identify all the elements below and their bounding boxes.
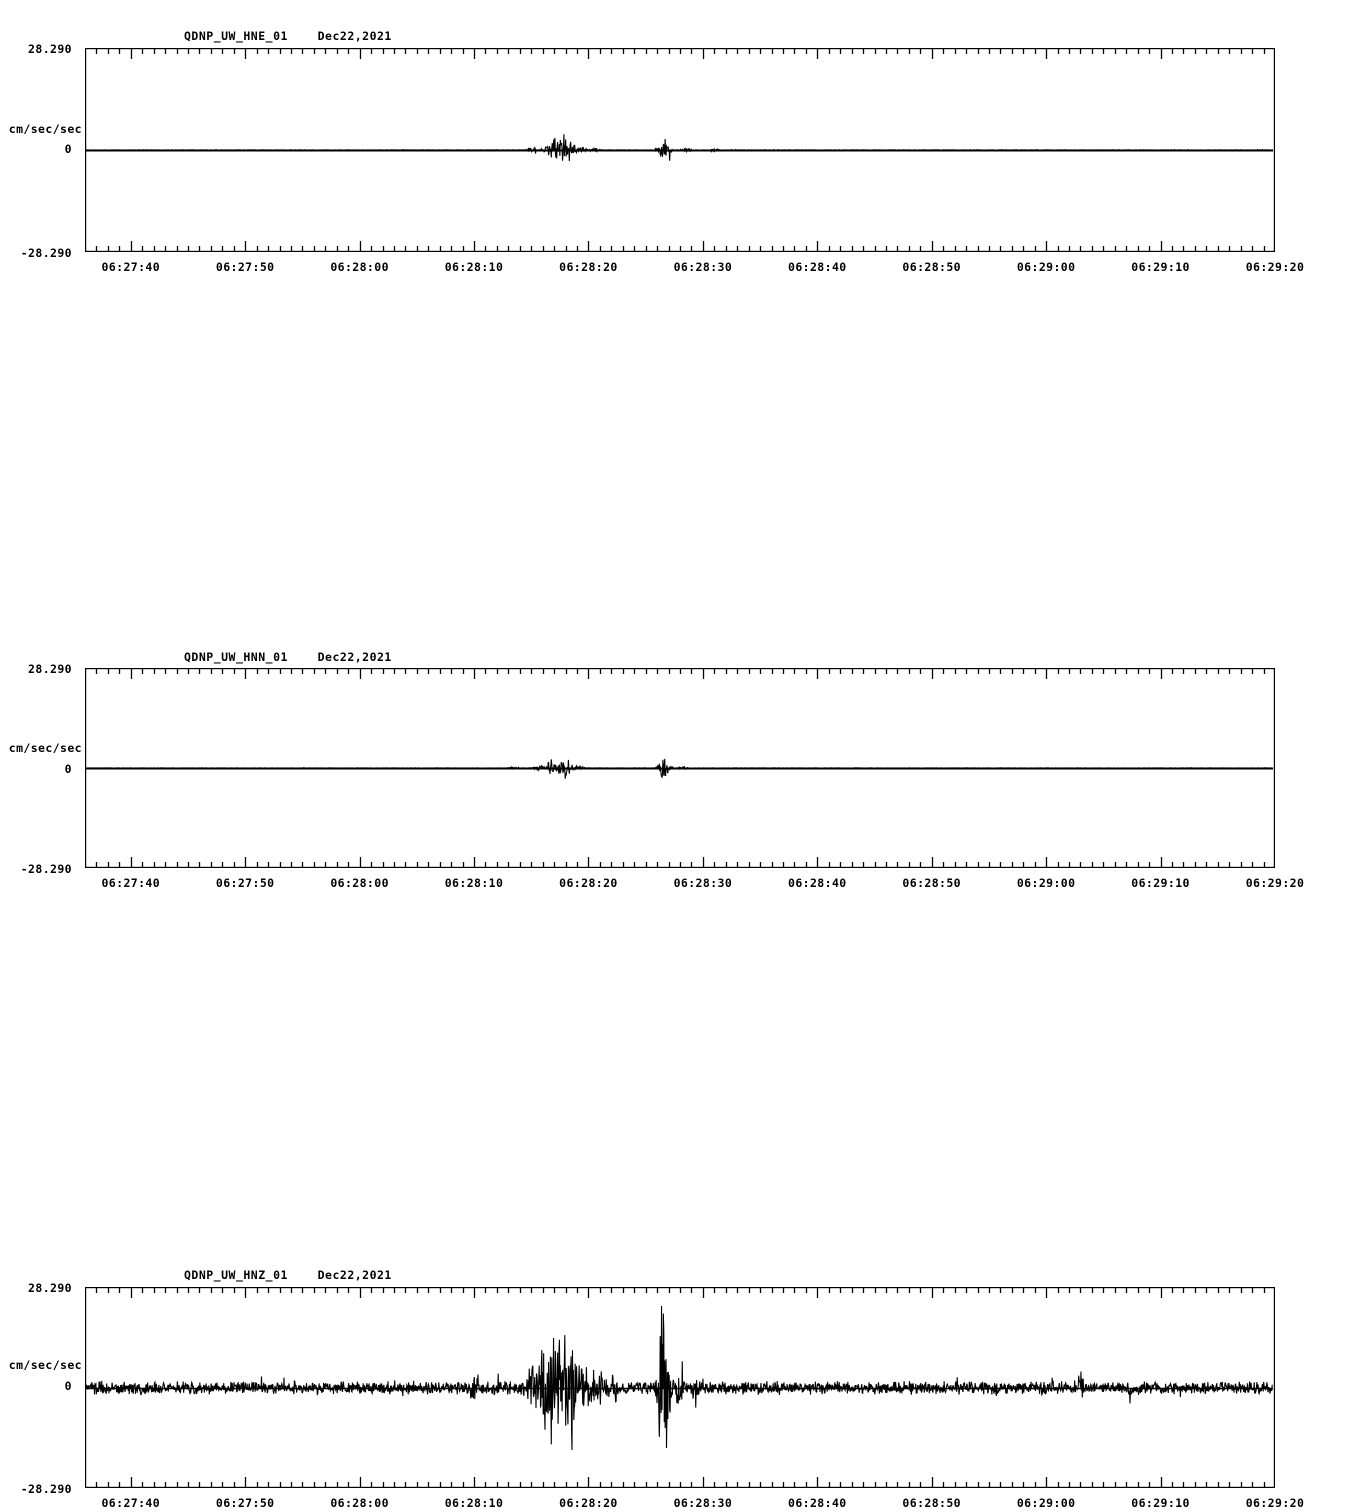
x-axis-tick-label: 06:28:10 xyxy=(444,876,504,890)
plot-area-hnz[interactable] xyxy=(85,1287,1275,1488)
x-axis-labels-hnz: 06:27:40 06:27:50 06:28:00 06:28:10 06:28:20… xyxy=(0,1496,1358,1512)
y-axis-zero-label-hne: 0 xyxy=(64,142,72,156)
x-axis-tick-label: 06:28:10 xyxy=(444,1496,504,1510)
x-axis-tick-label: 06:28:00 xyxy=(330,260,389,274)
waveform-svg xyxy=(85,1287,1275,1488)
x-axis-tick-label: 06:29:00 xyxy=(1016,260,1076,274)
x-axis-labels-hne: 06:27:40 06:27:50 06:28:00 06:28:10 06:28:20… xyxy=(0,260,1358,276)
x-axis-tick-label: 06:27:40 xyxy=(101,876,161,890)
x-axis-tick-label: 06:29:00 xyxy=(1016,876,1076,890)
x-axis-tick-label: 06:28:20 xyxy=(559,1496,618,1510)
y-axis-unit-label-hnz: cm/sec/sec xyxy=(8,1358,82,1372)
x-axis-tick-label: 06:28:00 xyxy=(330,876,389,890)
x-axis-tick-label: 06:28:40 xyxy=(788,876,847,890)
y-axis-zero-label-hnz: 0 xyxy=(64,1379,72,1393)
x-axis-tick-label: 06:28:50 xyxy=(902,1496,962,1510)
x-axis-tick-label: 06:29:10 xyxy=(1131,260,1190,274)
x-axis-tick-label: 06:29:10 xyxy=(1131,876,1190,890)
tick-marks xyxy=(95,668,1266,868)
x-axis-tick-label: 06:28:10 xyxy=(444,260,504,274)
x-axis-tick-label: 06:29:10 xyxy=(1131,1496,1190,1510)
x-axis-tick-label: 06:28:20 xyxy=(559,260,618,274)
y-axis-unit-label-hnn: cm/sec/sec xyxy=(8,741,82,755)
waveform-trace xyxy=(85,134,1273,162)
x-axis-tick-label: 06:28:40 xyxy=(788,1496,847,1510)
tick-marks xyxy=(95,48,1266,252)
x-axis-tick-label: 06:29:00 xyxy=(1016,1496,1076,1510)
y-axis-zero-label-hnn: 0 xyxy=(64,762,72,776)
x-axis-tick-label: 06:29:20 xyxy=(1245,1496,1305,1510)
x-axis-tick-label: 06:27:50 xyxy=(215,876,275,890)
x-axis-tick-label: 06:28:00 xyxy=(330,1496,389,1510)
x-axis-tick-label: 06:27:40 xyxy=(101,1496,161,1510)
seismogram-panel-hnz: QDNP_UW_HNZ_01 Dec22,2021 28.290 cm/sec/… xyxy=(0,620,1358,1510)
y-axis-min-label-hne: -28.290 xyxy=(20,246,72,260)
y-axis-max-label-hnz: 28.290 xyxy=(28,1281,72,1295)
x-axis-tick-label: 06:28:20 xyxy=(559,876,618,890)
y-axis-unit-label-hne: cm/sec/sec xyxy=(8,122,82,136)
plot-area-hne[interactable] xyxy=(85,48,1275,252)
waveform-trace xyxy=(85,1305,1273,1450)
panel-title-hnn: QDNP_UW_HNN_01 Dec22,2021 xyxy=(184,650,392,664)
y-axis-max-label-hne: 28.290 xyxy=(28,42,72,56)
x-axis-tick-label: 06:28:30 xyxy=(673,260,733,274)
seismogram-panel-hnn: QDNP_UW_HNN_01 Dec22,2021 28.290 cm/sec/… xyxy=(0,310,1358,890)
panel-title-hnz: QDNP_UW_HNZ_01 Dec22,2021 xyxy=(184,1268,392,1282)
waveform-svg xyxy=(85,48,1275,252)
x-axis-tick-label: 06:27:50 xyxy=(215,260,275,274)
seismogram-panel-hne: QDNP_UW_HNE_01 Dec22,2021 28.290 cm/sec/… xyxy=(0,0,1358,300)
x-axis-tick-label: 06:28:50 xyxy=(902,876,962,890)
y-axis-min-label-hnn: -28.290 xyxy=(20,862,72,876)
panel-title-hne: QDNP_UW_HNE_01 Dec22,2021 xyxy=(184,29,392,43)
x-axis-labels-hnn: 06:27:40 06:27:50 06:28:00 06:28:10 06:28:20… xyxy=(0,876,1358,892)
waveform-svg xyxy=(85,668,1275,868)
x-axis-tick-label: 06:28:30 xyxy=(673,1496,733,1510)
x-axis-tick-label: 06:28:50 xyxy=(902,260,962,274)
x-axis-tick-label: 06:28:30 xyxy=(673,876,733,890)
y-axis-max-label-hnn: 28.290 xyxy=(28,662,72,676)
plot-area-hnn[interactable] xyxy=(85,668,1275,868)
x-axis-tick-label: 06:27:40 xyxy=(101,260,161,274)
x-axis-tick-label: 06:29:20 xyxy=(1245,876,1305,890)
x-axis-tick-label: 06:27:50 xyxy=(215,1496,275,1510)
y-axis-min-label-hnz: -28.290 xyxy=(20,1482,72,1496)
x-axis-tick-label: 06:28:40 xyxy=(788,260,847,274)
x-axis-tick-label: 06:29:20 xyxy=(1245,260,1305,274)
